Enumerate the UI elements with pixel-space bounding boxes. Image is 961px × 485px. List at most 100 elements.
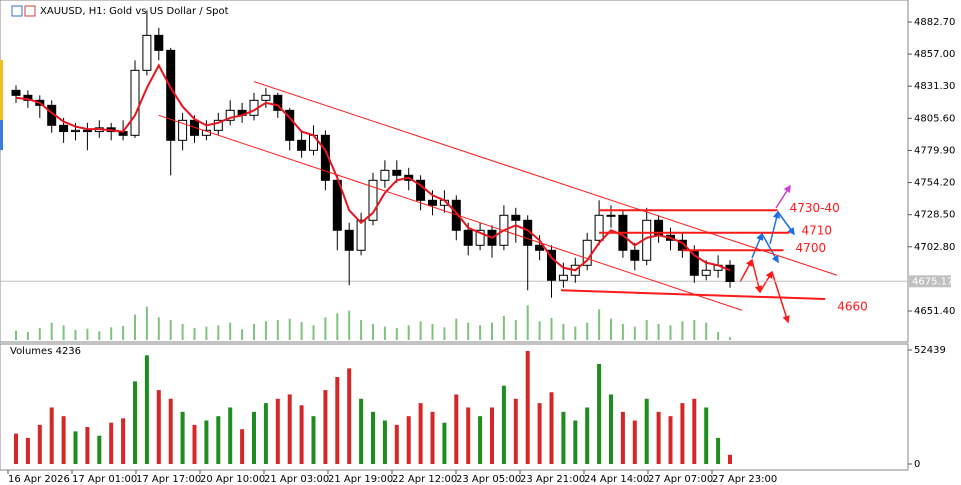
candle-body [392, 169, 402, 176]
volume-bar [37, 424, 42, 464]
volume-bar [263, 403, 268, 464]
volume-overlay [122, 325, 125, 340]
volume-overlay [74, 329, 77, 340]
volume-overlay [229, 322, 232, 340]
volume-bar [299, 405, 304, 464]
volume-bar [454, 394, 459, 464]
volume-pane [0, 343, 909, 471]
candle-body [380, 169, 390, 181]
volume-bar [25, 437, 30, 464]
volume-bar [525, 350, 530, 464]
volume-overlay [217, 325, 220, 340]
current-price-box [909, 275, 951, 288]
volume-bar [609, 394, 613, 464]
volume-overlay [336, 313, 339, 340]
y-tick-label: 4651.40 [914, 306, 955, 317]
volume-overlay [455, 318, 458, 340]
arrow [739, 258, 753, 283]
level-line [560, 289, 826, 301]
volume-overlay [86, 328, 89, 340]
x-tick-label: 21 Apr 19:00 [328, 474, 393, 485]
volume-bar [430, 411, 435, 464]
candle-body [725, 264, 735, 283]
volume-overlay [502, 315, 505, 340]
volume-overlay [276, 319, 279, 340]
volume-bar [335, 377, 340, 464]
y-tick-label: 4882.70 [914, 17, 955, 28]
arrow [751, 232, 764, 259]
volume-bar [466, 407, 471, 464]
level-label: 4710 [802, 223, 833, 237]
volume-bar [359, 398, 364, 464]
volume-title: Volumes 4236 [10, 346, 81, 357]
volume-overlay [15, 330, 17, 340]
volume-bar [632, 420, 637, 464]
volume-overlay [693, 319, 696, 340]
volume-bar [490, 407, 494, 464]
candle-body [547, 249, 556, 281]
arrow [775, 184, 791, 209]
volume-overlay [717, 331, 720, 340]
volume-overlay [62, 325, 65, 340]
volume-bar [668, 416, 673, 464]
candle-body [190, 119, 199, 136]
candle-body [130, 69, 140, 136]
arrow [759, 270, 773, 293]
chart-title: XAUUSD, H1: Gold vs US Dollar / Spot [40, 6, 229, 17]
current-price-label: 4675.17 [912, 276, 953, 287]
volume-overlay [157, 317, 160, 340]
volume-overlay [383, 326, 386, 340]
volume-overlay [562, 323, 565, 340]
arrow [751, 259, 763, 294]
candle-body [594, 214, 604, 241]
candle-body [285, 109, 295, 141]
x-tick-label: 23 Apr 21:00 [520, 474, 585, 485]
candle-body [701, 269, 711, 276]
volume-overlay [479, 325, 482, 340]
volume-bar [656, 411, 661, 464]
arrow [769, 210, 781, 245]
volume-overlay [431, 323, 434, 340]
volume-bar [144, 355, 149, 464]
x-tick-label: 24 Apr 14:00 [584, 474, 649, 485]
volume-bar [573, 420, 578, 464]
volume-overlay [169, 319, 172, 340]
volume-overlay [645, 319, 648, 340]
volume-overlay [395, 327, 398, 340]
volume-bar [371, 411, 375, 464]
volume-overlay [372, 323, 374, 340]
candle-body [11, 89, 21, 96]
volume-overlay [193, 327, 196, 340]
volume-bar [49, 407, 54, 464]
volume-overlay [514, 319, 517, 340]
volume-bar [406, 416, 411, 464]
volume-bar [73, 431, 78, 464]
candle-body [463, 229, 473, 246]
volume-bar [168, 398, 173, 464]
candle-body [178, 119, 188, 141]
candle-body [59, 124, 69, 133]
volume-bar [692, 398, 697, 464]
y-tick-label: 4779.90 [914, 145, 955, 156]
x-tick-label: 27 Apr 23:00 [712, 474, 777, 485]
volume-overlay [729, 337, 731, 340]
candle-body [606, 214, 616, 217]
volume-bar [549, 392, 554, 464]
volume-bar [501, 385, 506, 464]
level-label: 4700 [796, 241, 827, 255]
volume-bar [716, 437, 721, 464]
volume-bar [133, 381, 137, 464]
volume-overlay [360, 319, 363, 340]
volume-bar [704, 407, 709, 464]
icon [24, 5, 36, 17]
volume-bar [620, 411, 625, 464]
side-marker [0, 120, 3, 150]
volume-overlay [288, 318, 291, 340]
moving-average [15, 63, 731, 272]
volume-overlay [621, 323, 624, 340]
volume-overlay [38, 327, 41, 340]
x-tick-label: 16 Apr 2026 [8, 474, 70, 485]
level-label: 4730-40 [790, 201, 840, 215]
volume-bar [478, 416, 483, 464]
